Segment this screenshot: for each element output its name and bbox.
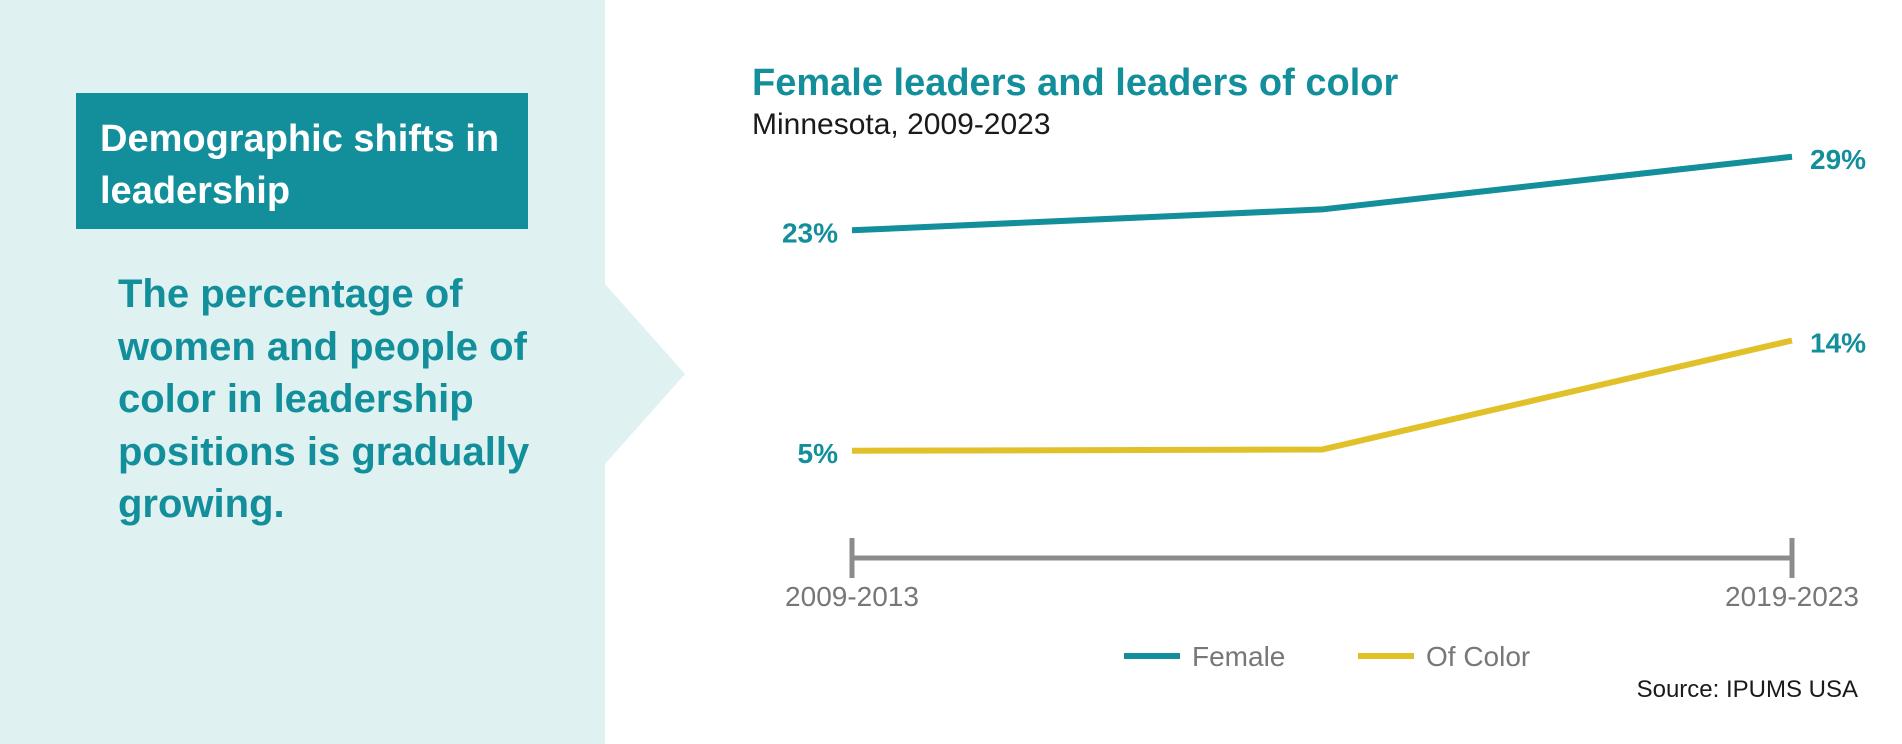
data-label: 5% bbox=[798, 438, 839, 469]
data-label: 23% bbox=[782, 217, 838, 248]
data-label: 14% bbox=[1810, 328, 1866, 359]
series-line-female bbox=[851, 153, 1793, 234]
headline-box: Demographic shifts in leadership bbox=[76, 93, 528, 229]
pointer-arrow bbox=[605, 284, 685, 464]
legend-label: Female bbox=[1192, 641, 1285, 672]
headline: Demographic shifts in leadership bbox=[100, 118, 500, 212]
data-label: 29% bbox=[1810, 144, 1866, 175]
source-note: Source: IPUMS USA bbox=[1636, 676, 1858, 703]
x-tick-label: 2009-2013 bbox=[785, 581, 919, 612]
legend-label: Of Color bbox=[1426, 641, 1530, 672]
series-line-of-color bbox=[851, 337, 1793, 454]
body-text: The percentage of women and people of co… bbox=[118, 272, 530, 526]
x-tick-label: 2019-2023 bbox=[1725, 581, 1859, 612]
chart-title: Female leaders and leaders of color bbox=[752, 62, 1399, 104]
chart-subtitle: Minnesota, 2009-2023 bbox=[752, 108, 1051, 141]
